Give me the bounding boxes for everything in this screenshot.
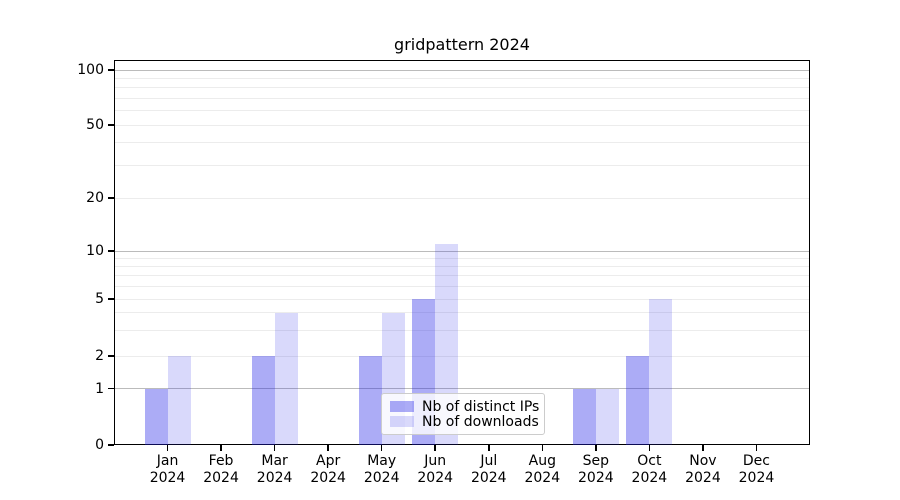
minor-gridline-30 bbox=[114, 165, 810, 167]
y-tick-0 bbox=[108, 444, 114, 446]
bar-ips-sep bbox=[572, 388, 596, 445]
x-tick-label-jan: Jan 2024 bbox=[149, 453, 186, 486]
x-tick-label-nov: Nov 2024 bbox=[685, 453, 721, 486]
y-tick-label-50: 50 bbox=[86, 117, 104, 133]
major-gridline-10 bbox=[114, 250, 810, 252]
x-tick-dec bbox=[755, 445, 758, 451]
y-tick-label-20: 20 bbox=[86, 190, 104, 206]
x-tick-apr bbox=[327, 445, 329, 451]
legend-item-downloads: Nb of downloads bbox=[390, 413, 539, 430]
bar-ips-mar bbox=[251, 356, 275, 445]
y-tick-label-0: 0 bbox=[95, 437, 104, 453]
y-tick-label-5: 5 bbox=[95, 291, 104, 307]
y-tick-5 bbox=[108, 298, 114, 300]
bar-downloads-mar bbox=[274, 312, 298, 445]
x-tick-oct bbox=[648, 445, 651, 451]
x-tick-label-feb: Feb 2024 bbox=[203, 453, 239, 486]
y-tick-100 bbox=[108, 69, 114, 71]
legend-swatch-downloads bbox=[390, 416, 414, 427]
y-tick-1 bbox=[108, 387, 114, 390]
legend-label-distinct-ips: Nb of distinct IPs bbox=[422, 398, 540, 415]
major-gridline-1 bbox=[114, 388, 810, 389]
x-tick-sep bbox=[595, 445, 597, 451]
y-tick-label-1: 1 bbox=[95, 380, 104, 397]
x-tick-label-may: May 2024 bbox=[363, 453, 400, 486]
legend-label-downloads: Nb of downloads bbox=[422, 413, 539, 430]
minor-gridline-50 bbox=[114, 124, 810, 126]
y-tick-2 bbox=[108, 355, 114, 357]
x-tick-label-jul: Jul 2024 bbox=[470, 453, 507, 486]
y-tick-label-100: 100 bbox=[77, 62, 104, 78]
minor-gridline-90 bbox=[114, 77, 810, 79]
bar-ips-jan bbox=[144, 388, 168, 445]
bar-ips-oct bbox=[626, 356, 650, 445]
x-tick-jun bbox=[434, 445, 436, 451]
minor-gridline-7 bbox=[114, 275, 810, 277]
x-tick-label-dec: Dec 2024 bbox=[738, 453, 775, 486]
bar-downloads-jan bbox=[167, 356, 191, 445]
x-tick-nov bbox=[702, 445, 704, 451]
minor-gridline-9 bbox=[114, 257, 810, 259]
y-tick-50 bbox=[108, 124, 114, 126]
x-tick-label-oct: Oct 2024 bbox=[631, 453, 668, 486]
x-tick-aug bbox=[541, 445, 544, 451]
x-tick-may bbox=[380, 445, 383, 451]
x-tick-jan bbox=[166, 445, 169, 451]
minor-gridline-8 bbox=[114, 265, 810, 267]
y-tick-label-10: 10 bbox=[86, 243, 104, 259]
x-tick-feb bbox=[220, 445, 222, 451]
x-tick-label-jun: Jun 2024 bbox=[417, 453, 454, 486]
y-tick-label-2: 2 bbox=[95, 348, 104, 364]
x-tick-label-sep: Sep 2024 bbox=[578, 453, 614, 486]
x-tick-label-aug: Aug 2024 bbox=[524, 453, 561, 486]
x-tick-mar bbox=[273, 445, 276, 451]
minor-gridline-6 bbox=[114, 285, 810, 287]
minor-gridline-60 bbox=[114, 110, 810, 112]
legend-item-distinct-ips: Nb of distinct IPs bbox=[390, 398, 540, 415]
legend: Nb of distinct IPs Nb of downloads bbox=[381, 393, 545, 435]
major-gridline-100 bbox=[114, 69, 810, 71]
minor-gridline-70 bbox=[114, 97, 810, 99]
chart-title: gridpattern 2024 bbox=[394, 35, 530, 54]
minor-gridline-20 bbox=[114, 197, 810, 199]
minor-gridline-40 bbox=[114, 142, 810, 144]
y-tick-20 bbox=[108, 197, 114, 199]
x-tick-jul bbox=[488, 445, 490, 451]
minor-gridline-3 bbox=[114, 330, 810, 332]
bar-ips-may bbox=[358, 356, 382, 445]
bar-downloads-sep bbox=[595, 388, 619, 445]
minor-gridline-5 bbox=[114, 298, 810, 300]
y-tick-10 bbox=[108, 250, 114, 252]
x-tick-label-apr: Apr 2024 bbox=[310, 453, 346, 486]
plot-area bbox=[114, 60, 810, 445]
bar-downloads-oct bbox=[649, 299, 673, 445]
x-tick-label-mar: Mar 2024 bbox=[256, 453, 293, 486]
legend-swatch-distinct-ips bbox=[390, 401, 414, 412]
minor-gridline-2 bbox=[114, 355, 810, 357]
minor-gridline-80 bbox=[114, 87, 810, 89]
minor-gridline-4 bbox=[114, 312, 810, 314]
